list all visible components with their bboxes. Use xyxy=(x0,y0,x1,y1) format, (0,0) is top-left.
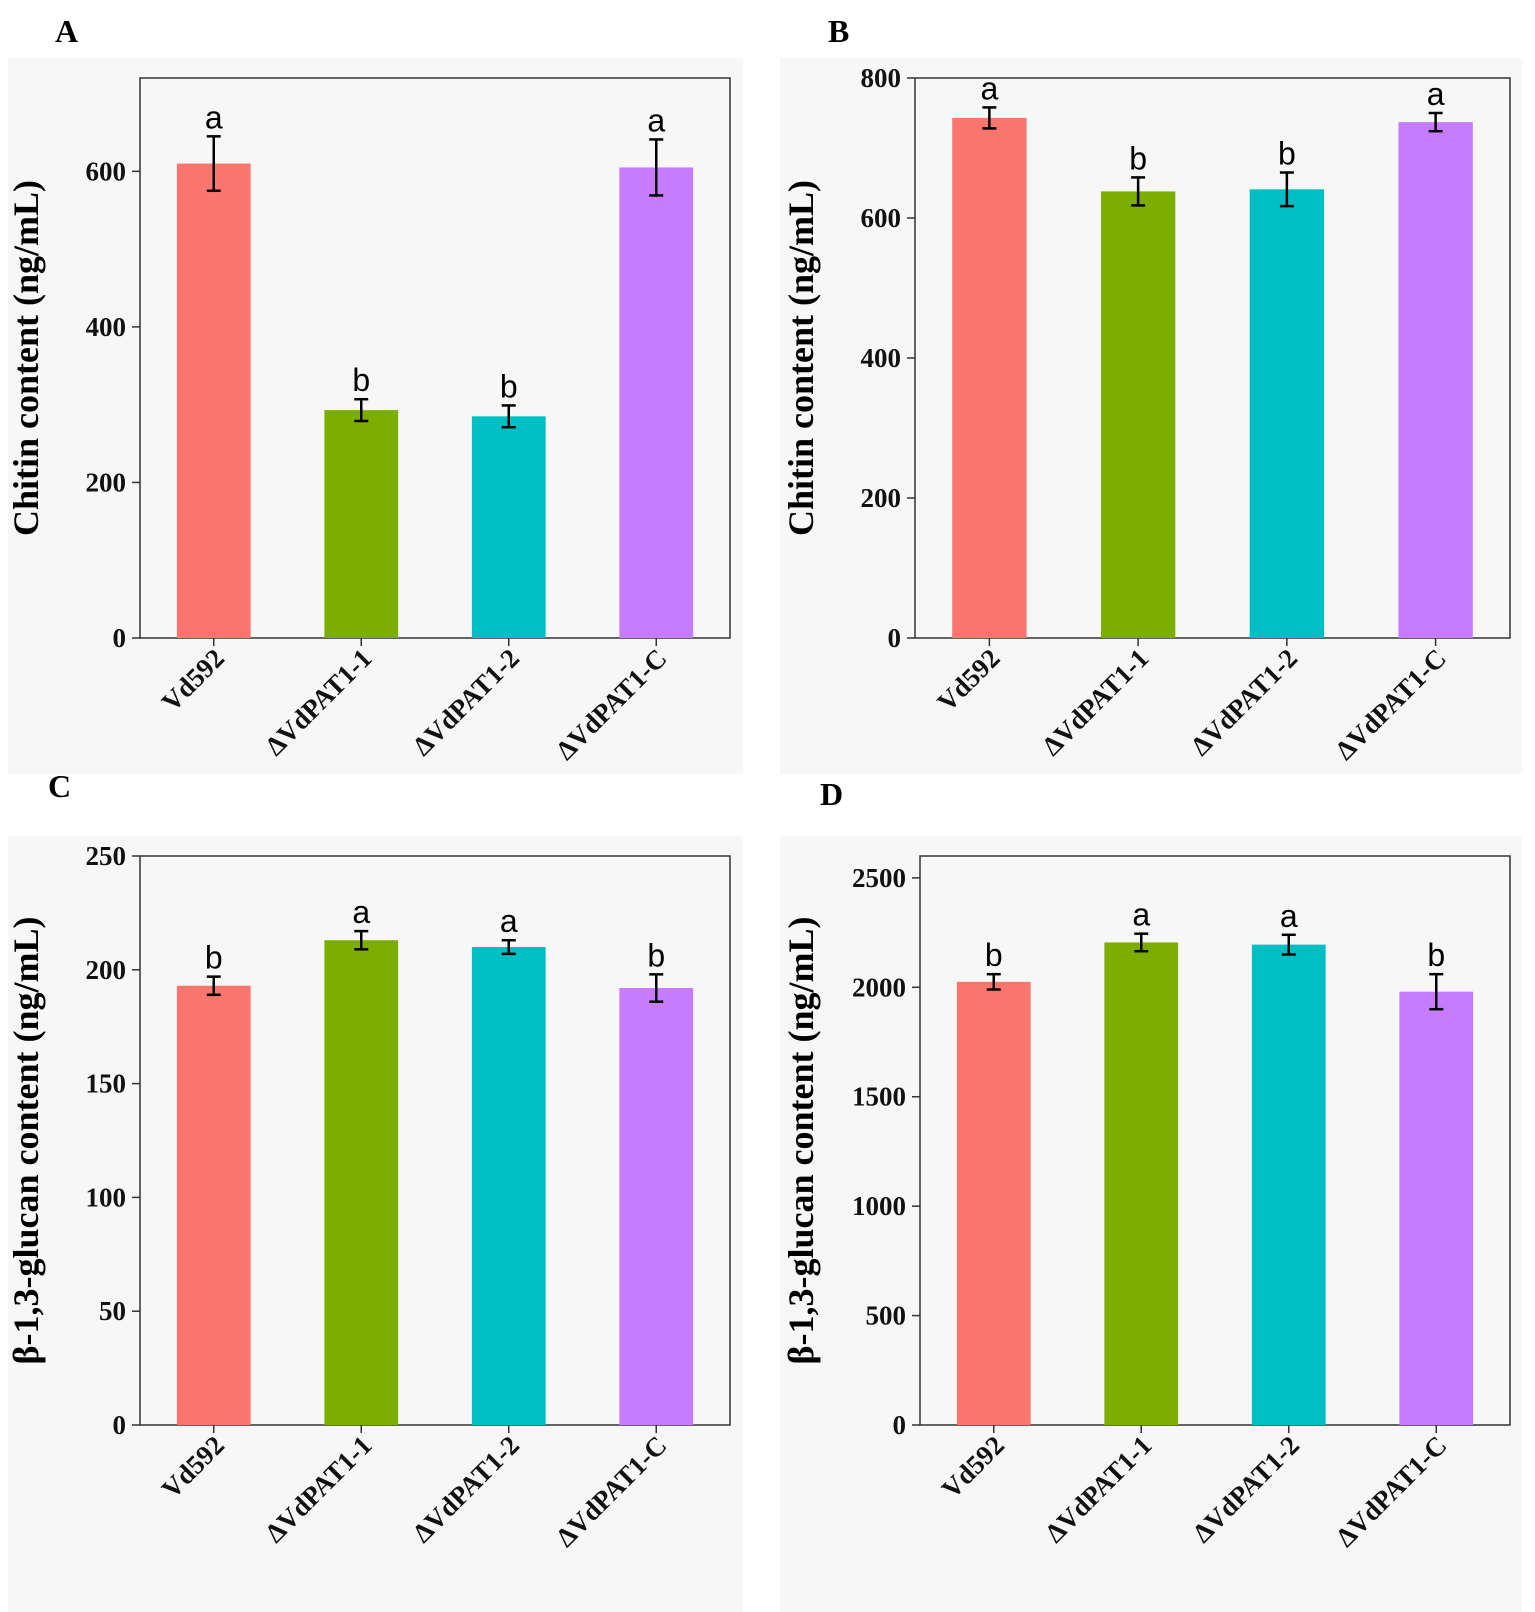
y-tick-label: 200 xyxy=(861,483,902,513)
bar-ΔVdPAT1-1 xyxy=(324,940,399,1425)
significance-label: b xyxy=(352,362,370,398)
bar-ΔVdPAT1-2 xyxy=(1251,944,1326,1425)
y-tick-label: 0 xyxy=(113,1410,127,1440)
significance-label: b xyxy=(985,937,1003,973)
panel-letter: D xyxy=(820,776,843,812)
bar-ΔVdPAT1-C xyxy=(619,988,694,1425)
y-tick-label: 50 xyxy=(99,1296,126,1326)
y-tick-label: 1500 xyxy=(852,1082,906,1112)
chart-panel-D: D 0 500 1000 1500 2000 2500 β-1,3-glucan conten… xyxy=(780,776,1522,1612)
y-tick-label: 600 xyxy=(861,203,902,233)
bar-ΔVdPAT1-1 xyxy=(324,410,399,638)
bar-ΔVdPAT1-2 xyxy=(1249,189,1325,639)
panel-letter: C xyxy=(48,768,71,804)
significance-label: a xyxy=(500,903,518,939)
panel-letter: B xyxy=(828,13,849,49)
y-tick-label: 150 xyxy=(86,1069,127,1099)
y-tick-label: 2000 xyxy=(852,972,906,1002)
y-tick-label: 200 xyxy=(86,955,127,985)
y-tick-label: 600 xyxy=(86,156,127,186)
bar-ΔVdPAT1-2 xyxy=(471,416,546,638)
y-tick-label: 250 xyxy=(86,841,127,871)
y-tick-label: 400 xyxy=(86,312,127,342)
bar-Vd592 xyxy=(956,981,1031,1425)
significance-label: a xyxy=(352,894,370,930)
y-tick-label: 2500 xyxy=(852,863,906,893)
bar-Vd592 xyxy=(952,117,1027,638)
bar-ΔVdPAT1-1 xyxy=(1100,191,1176,638)
significance-label: b xyxy=(1427,937,1445,973)
y-tick-label: 0 xyxy=(113,623,127,653)
y-axis-title: β-1,3-glucan content (ng/mL) xyxy=(6,917,46,1365)
bar-ΔVdPAT1-C xyxy=(619,167,694,638)
bar-ΔVdPAT1-2 xyxy=(471,947,546,1425)
bar-Vd592 xyxy=(176,163,251,639)
significance-label: b xyxy=(205,940,223,976)
y-axis-title: Chitin content (ng/mL) xyxy=(781,180,821,536)
bar-ΔVdPAT1-1 xyxy=(1104,942,1179,1425)
bar-ΔVdPAT1-C xyxy=(1399,991,1474,1425)
significance-label: b xyxy=(647,937,665,973)
y-axis-title: β-1,3-glucan content (ng/mL) xyxy=(781,917,821,1365)
y-tick-label: 400 xyxy=(861,343,902,373)
y-axis-title: Chitin content (ng/mL) xyxy=(6,180,46,536)
y-tick-label: 500 xyxy=(866,1301,907,1331)
significance-label: a xyxy=(205,99,223,135)
panel-letter: A xyxy=(55,13,78,49)
significance-label: b xyxy=(500,368,518,404)
y-tick-label: 0 xyxy=(888,623,902,653)
y-tick-label: 0 xyxy=(893,1410,907,1440)
y-tick-label: 1000 xyxy=(852,1191,906,1221)
bar-ΔVdPAT1-C xyxy=(1398,122,1473,639)
significance-label: a xyxy=(980,70,998,106)
significance-label: a xyxy=(1280,898,1298,934)
chart-panel-C: C 0 50 100 150 200 250 β-1,3-glucan content (ng… xyxy=(6,768,743,1612)
y-tick-label: 800 xyxy=(861,63,902,93)
bar-Vd592 xyxy=(176,985,251,1425)
significance-label: b xyxy=(1129,140,1147,176)
significance-label: b xyxy=(1278,136,1296,172)
significance-label: a xyxy=(1132,897,1150,933)
y-tick-label: 100 xyxy=(86,1182,127,1212)
significance-label: a xyxy=(647,102,665,138)
significance-label: a xyxy=(1427,76,1445,112)
y-tick-label: 200 xyxy=(86,467,127,497)
